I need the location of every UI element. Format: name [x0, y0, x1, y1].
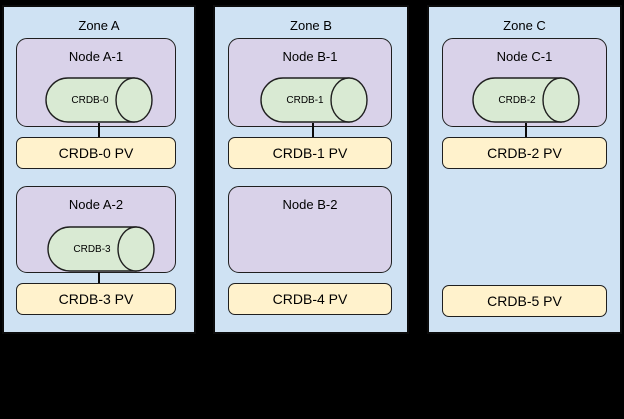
pv-crdb-1: CRDB-1 PV	[228, 137, 392, 169]
node-b-1-label: Node B-1	[282, 49, 338, 64]
pv-crdb-2-label: CRDB-2 PV	[487, 145, 562, 161]
pod-crdb-3-label: CRDB-3	[73, 243, 111, 255]
database-cylinder-icon	[472, 77, 580, 123]
zone-c-title: Zone C	[503, 18, 546, 33]
pv-crdb-0: CRDB-0 PV	[16, 137, 176, 169]
zone-c-panel: Zone C Node C-1 CRDB-2 CRDB-2 PV CRDB-5 …	[427, 5, 622, 334]
pod-crdb-3: CRDB-3	[47, 226, 155, 272]
zone-b-panel: Zone B Node B-1 CRDB-1 CRDB-1 PV Node B-…	[213, 5, 409, 334]
pv-crdb-4: CRDB-4 PV	[228, 283, 392, 315]
pod-crdb-0-label: CRDB-0	[71, 94, 109, 106]
node-a-1: Node A-1 CRDB-0	[16, 38, 176, 127]
pod-crdb-0: CRDB-0	[45, 77, 153, 123]
node-b-1: Node B-1 CRDB-1	[228, 38, 392, 127]
pv-crdb-2: CRDB-2 PV	[442, 137, 607, 169]
connector-crdb3-to-pv	[98, 272, 100, 288]
pod-crdb-2: CRDB-2	[472, 77, 580, 123]
node-c-1-label: Node C-1	[496, 49, 553, 64]
pv-crdb-5: CRDB-5 PV	[442, 285, 607, 317]
database-cylinder-icon	[260, 77, 368, 123]
database-cylinder-icon	[47, 226, 155, 272]
zone-b-title: Zone B	[290, 18, 332, 33]
node-b-2-label: Node B-2	[282, 197, 338, 212]
node-c-1: Node C-1 CRDB-2	[442, 38, 607, 127]
pv-crdb-5-label: CRDB-5 PV	[487, 293, 562, 309]
pv-crdb-4-label: CRDB-4 PV	[272, 291, 348, 307]
connector-crdb2-to-pv	[525, 123, 527, 143]
pv-crdb-0-label: CRDB-0 PV	[58, 145, 134, 161]
pod-crdb-1: CRDB-1	[260, 77, 368, 123]
node-b-2: Node B-2	[228, 186, 392, 273]
connector-crdb0-to-pv	[98, 123, 100, 143]
zone-a-title: Zone A	[78, 18, 120, 33]
pv-crdb-1-label: CRDB-1 PV	[272, 145, 348, 161]
database-cylinder-icon	[45, 77, 153, 123]
pod-crdb-2-label: CRDB-2	[498, 94, 536, 106]
node-a-2-label: Node A-2	[68, 197, 124, 212]
pod-crdb-1-label: CRDB-1	[286, 94, 324, 106]
pv-crdb-3: CRDB-3 PV	[16, 283, 176, 315]
pv-crdb-3-label: CRDB-3 PV	[58, 291, 134, 307]
connector-crdb1-to-pv	[312, 123, 314, 143]
node-a-1-label: Node A-1	[68, 49, 124, 64]
node-a-2: Node A-2 CRDB-3	[16, 186, 176, 273]
zone-a-panel: Zone A Node A-1 CRDB-0 CRDB-0 PV Node A-…	[2, 5, 196, 334]
